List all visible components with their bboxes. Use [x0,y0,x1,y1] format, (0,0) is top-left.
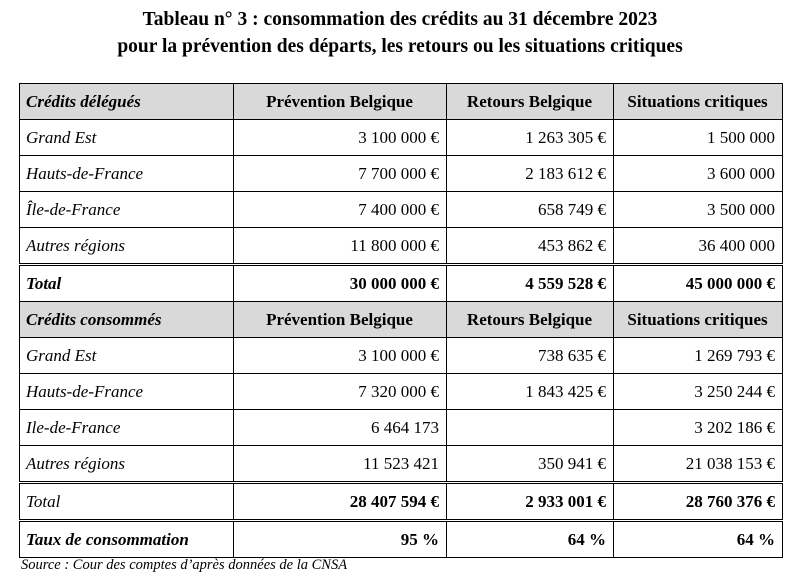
value-cell: 3 600 000 [613,155,783,192]
value-cell: 3 100 000 € [233,337,447,374]
table-row: Ile-de-France 6 464 173 3 202 186 € [19,409,783,446]
value-cell: 36 400 000 [613,227,783,265]
header-cell: Situations critiques [613,301,783,338]
region-cell: Hauts-de-France [19,373,234,410]
header-cell: Retours Belgique [446,301,614,338]
value-cell: 3 250 244 € [613,373,783,410]
value-cell: 1 843 425 € [446,373,614,410]
header-row-delegated: Crédits délégués Prévention Belgique Ret… [19,83,783,120]
consumption-rate-row: Taux de consommation 95 % 64 % 64 % [19,519,783,558]
table-row: Hauts-de-France 7 700 000 € 2 183 612 € … [19,155,783,192]
total-label: Total [19,481,234,521]
table-row: Hauts-de-France 7 320 000 € 1 843 425 € … [19,373,783,410]
value-cell: 11 523 421 [233,445,447,483]
region-cell: Île-de-France [19,191,234,228]
table-title: Tableau n° 3 : consommation des crédits … [0,6,800,60]
value-cell: 3 500 000 [613,191,783,228]
header-cell: Situations critiques [613,83,783,120]
region-cell: Grand Est [19,337,234,374]
value-cell: 7 400 000 € [233,191,447,228]
header-cell: Retours Belgique [446,83,614,120]
table-row: Île-de-France 7 400 000 € 658 749 € 3 50… [19,191,783,228]
value-cell: 11 800 000 € [233,227,447,265]
value-cell [446,409,614,446]
header-cell: Crédits consommés [19,301,234,338]
value-cell: 3 100 000 € [233,119,447,156]
table-row: Autres régions 11 523 421 350 941 € 21 0… [19,445,783,483]
rate-cell: 95 % [233,519,447,558]
rate-cell: 64 % [446,519,614,558]
table-row: Autres régions 11 800 000 € 453 862 € 36… [19,227,783,265]
value-cell: 453 862 € [446,227,614,265]
value-cell: 2 183 612 € [446,155,614,192]
region-cell: Autres régions [19,445,234,483]
region-cell: Hauts-de-France [19,155,234,192]
value-cell: 738 635 € [446,337,614,374]
total-cell: 30 000 000 € [233,263,447,302]
total-label: Total [19,263,234,302]
header-cell: Prévention Belgique [233,83,447,120]
credits-table: Crédits délégués Prévention Belgique Ret… [19,83,783,558]
region-cell: Ile-de-France [19,409,234,446]
total-cell: 28 407 594 € [233,481,447,521]
rate-cell: 64 % [613,519,783,558]
value-cell: 6 464 173 [233,409,447,446]
total-cell: 28 760 376 € [613,481,783,521]
region-cell: Grand Est [19,119,234,156]
rate-label: Taux de consommation [19,519,234,558]
header-cell: Crédits délégués [19,83,234,120]
total-cell: 2 933 001 € [446,481,614,521]
value-cell: 658 749 € [446,191,614,228]
value-cell: 21 038 153 € [613,445,783,483]
value-cell: 350 941 € [446,445,614,483]
value-cell: 7 320 000 € [233,373,447,410]
value-cell: 1 263 305 € [446,119,614,156]
total-row-consumed: Total 28 407 594 € 2 933 001 € 28 760 37… [19,481,783,521]
header-row-consumed: Crédits consommés Prévention Belgique Re… [19,301,783,338]
source-note: Source : Cour des comptes d’après donnée… [21,557,348,573]
total-cell: 45 000 000 € [613,263,783,302]
value-cell: 7 700 000 € [233,155,447,192]
header-cell: Prévention Belgique [233,301,447,338]
table-row: Grand Est 3 100 000 € 1 263 305 € 1 500 … [19,119,783,156]
value-cell: 1 269 793 € [613,337,783,374]
total-row-delegated: Total 30 000 000 € 4 559 528 € 45 000 00… [19,263,783,302]
total-cell: 4 559 528 € [446,263,614,302]
value-cell: 1 500 000 [613,119,783,156]
value-cell: 3 202 186 € [613,409,783,446]
title-line-2: pour la prévention des départs, les reto… [117,36,683,57]
title-line-1: Tableau n° 3 : consommation des crédits … [142,9,658,30]
table-row: Grand Est 3 100 000 € 738 635 € 1 269 79… [19,337,783,374]
region-cell: Autres régions [19,227,234,265]
